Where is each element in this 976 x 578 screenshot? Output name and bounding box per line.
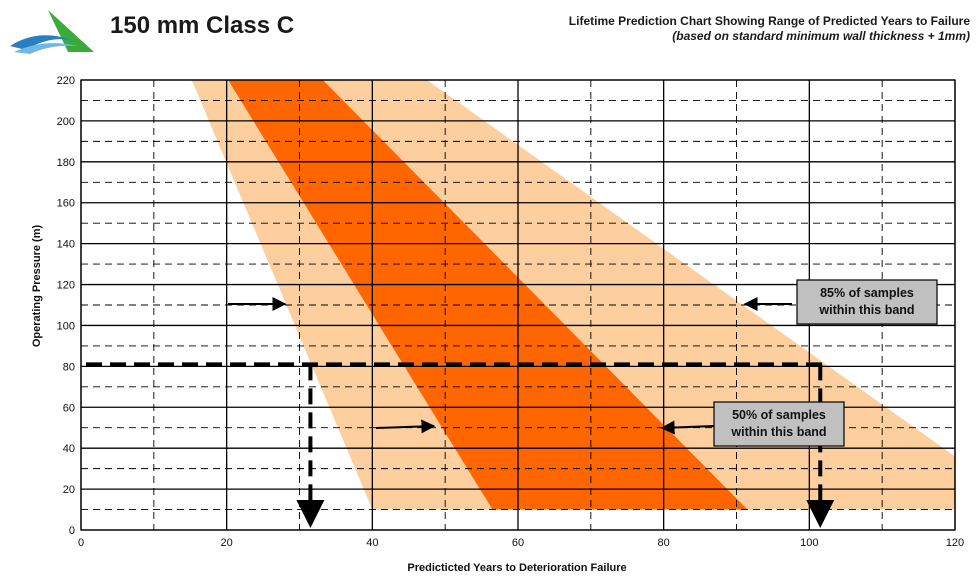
y-axis-label: Operating Pressure (m) (31, 225, 43, 348)
down-arrow-icon (806, 500, 835, 528)
band-50-percent (228, 80, 748, 510)
chart-title: Lifetime Prediction Chart Showing Range … (569, 14, 970, 44)
plot-frame (80, 79, 956, 531)
product-title: 150 mm Class C (110, 12, 295, 39)
y-tick-label: 40 (63, 443, 75, 455)
arrow-50-right-edge (660, 420, 715, 435)
x-tick-label: 40 (366, 537, 378, 549)
x-tick-label: 20 (221, 537, 233, 549)
y-tick-label: 60 (63, 402, 75, 414)
annotation-text: within this band (730, 425, 826, 439)
chart-title-main: Lifetime Prediction Chart Showing Range … (568, 14, 970, 28)
x-tick-label: 120 (946, 537, 964, 549)
wave-logo-icon (10, 10, 94, 54)
y-tick-label: 140 (57, 239, 75, 251)
x-tick-label: 0 (78, 537, 84, 549)
annotation-text: 50% of samples (732, 408, 826, 422)
down-arrow-icon (296, 500, 325, 528)
y-tick-label: 0 (69, 525, 75, 537)
annotation-box (713, 401, 845, 447)
y-tick-label: 100 (57, 320, 75, 332)
x-tick-label: 60 (512, 537, 524, 549)
annotation-text: 85% of samples (820, 286, 914, 300)
y-tick-label: 120 (57, 280, 75, 292)
y-tick-label: 160 (57, 198, 75, 210)
arrow-50-left-edge (375, 419, 436, 434)
annotation-text: within this band (818, 303, 914, 317)
y-tick-label: 20 (63, 484, 75, 496)
x-axis-label: Predicticted Years to Deterioration Fail… (407, 562, 626, 574)
y-tick-label: 180 (57, 157, 75, 169)
x-tick-label: 80 (658, 537, 670, 549)
annotation-box (796, 279, 938, 325)
y-tick-label: 220 (57, 75, 75, 87)
chart-subtitle: (based on standard minimum wall thicknes… (672, 29, 970, 43)
y-tick-label: 80 (63, 361, 75, 373)
y-tick-label: 200 (57, 116, 75, 128)
x-tick-label: 100 (800, 537, 818, 549)
